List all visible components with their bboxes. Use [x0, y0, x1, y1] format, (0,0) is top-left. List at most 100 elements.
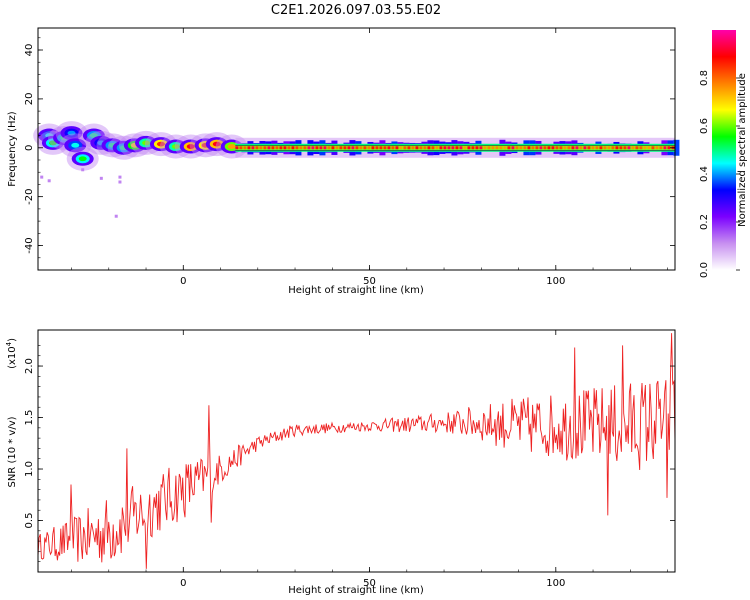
- spectrogram-panel: 0 50 100 -40 -20 0 20 40 Height of straight li…: [7, 27, 680, 296]
- spectral-ridge-core: [303, 146, 307, 150]
- spectral-ridge-core: [471, 146, 475, 150]
- spectral-ridge-core: [499, 146, 503, 150]
- spectral-ridge-core: [407, 146, 411, 150]
- spectral-ridge-core: [315, 146, 319, 150]
- colorbar-gradient: [712, 30, 736, 270]
- spectrogram-y-tick-label: 40: [24, 44, 35, 57]
- spectral-ridge-core: [559, 146, 563, 150]
- spectral-ridge-core: [523, 146, 527, 150]
- spectral-ridge-core: [363, 146, 367, 150]
- spectral-ridge-core: [419, 146, 423, 150]
- spectral-ridge-core: [275, 146, 279, 150]
- spectral-ridge-core: [455, 146, 459, 150]
- spectral-ridge-core: [483, 146, 487, 150]
- spectral-blob-core: [156, 141, 165, 147]
- spectral-ridge-core: [655, 146, 659, 150]
- spectral-ridge-core: [291, 146, 295, 150]
- snr-y-tick-label: 1.0: [24, 461, 35, 477]
- spectral-ridge-core: [239, 146, 243, 150]
- spectral-ridge-core: [375, 146, 379, 150]
- spectral-ridge-core: [467, 146, 471, 150]
- spectral-ridge-core: [431, 146, 435, 150]
- spectral-ridge-core: [255, 146, 259, 150]
- spectral-ridge-core: [247, 146, 251, 150]
- spectral-ridge-core: [307, 146, 311, 150]
- spectral-ridge-core: [555, 146, 559, 150]
- spectrogram-x-label: Height of straight line (km): [288, 285, 424, 296]
- spectral-ridge-core: [463, 146, 467, 150]
- spectral-ridge-core: [575, 146, 579, 150]
- spectral-ridge-core: [659, 146, 663, 150]
- colorbar-tick-label: 0.6: [699, 118, 710, 134]
- spectral-ridge-core: [443, 146, 447, 150]
- spectral-ridge-core: [547, 146, 551, 150]
- spectrogram-x-tick-label: 50: [363, 276, 376, 287]
- spectral-ridge-core: [283, 146, 287, 150]
- spectral-ridge-core: [395, 146, 399, 150]
- spectral-ridge-core: [327, 146, 331, 150]
- spectral-ridge-core: [627, 146, 631, 150]
- spectral-ridge-core: [623, 146, 627, 150]
- snr-frame: [37, 329, 676, 573]
- spectral-ridge-cell: [673, 139, 680, 156]
- colorbar: 0.0 0.2 0.4 0.6 0.8 Normalized spectral ampl…: [699, 30, 748, 278]
- spectrogram-y-tick-label: 20: [24, 93, 35, 106]
- spectral-ridge-core: [527, 146, 531, 150]
- spectral-blob-core: [186, 144, 195, 149]
- snr-series-line: [37, 333, 676, 569]
- snr-panel: 0 50 100 0.5 1.0 1.5 2.0 Height of straight l…: [5, 329, 676, 596]
- spectral-ridge-core: [323, 146, 327, 150]
- spectral-ridge-core: [631, 146, 635, 150]
- spectral-ridge-core: [299, 146, 303, 150]
- snr-y-ticks: 0.5 1.0 1.5 2.0: [24, 345, 675, 563]
- snr-x-tick-label: 100: [546, 578, 565, 589]
- spectral-blob-core: [227, 144, 236, 149]
- spectral-ridge-core: [367, 146, 371, 150]
- spectral-ridge-core: [335, 146, 339, 150]
- spectral-ridge-core: [235, 146, 239, 150]
- spectral-ridge-core: [415, 146, 419, 150]
- colorbar-tick-label: 0.0: [699, 262, 710, 278]
- spectral-ridge-core: [439, 146, 443, 150]
- spectral-ridge-core: [563, 146, 567, 150]
- snr-plot-area: [38, 330, 675, 572]
- spectrogram-y-ticks: -40 -20 0 20 40: [24, 37, 675, 271]
- spectral-ridge-core: [571, 146, 575, 150]
- spectral-ridge-core: [311, 146, 315, 150]
- spectrogram-y-label: Frequency (Hz): [7, 111, 18, 187]
- spectral-ridge-core: [271, 146, 275, 150]
- spectral-ridge-core: [615, 146, 619, 150]
- spectral-ridge-core: [479, 146, 483, 150]
- spectral-blob-core: [89, 133, 98, 138]
- spectrogram-x-ticks: 0 50 100: [71, 28, 668, 287]
- spectral-ridge-core: [511, 146, 515, 150]
- spectral-outlier: [99, 176, 103, 180]
- spectral-ridge-core: [331, 146, 335, 150]
- spectral-outlier: [81, 168, 85, 172]
- spectrogram-y-tick-label: -40: [24, 237, 35, 253]
- spectral-ridge-core: [391, 146, 395, 150]
- spectral-blob-core: [71, 142, 80, 148]
- spectrogram-heatmap: [33, 121, 680, 218]
- spectral-ridge-core: [411, 146, 415, 150]
- spectral-ridge-core: [491, 146, 495, 150]
- spectral-ridge-core: [651, 146, 655, 150]
- spectral-ridge-core: [495, 146, 499, 150]
- spectral-ridge-core: [379, 146, 383, 150]
- snr-y-tick-label: 1.5: [24, 410, 35, 426]
- snr-x-tick-label: 0: [180, 578, 186, 589]
- spectral-ridge-core: [607, 146, 611, 150]
- colorbar-tick-label: 0.2: [699, 214, 710, 230]
- spectral-ridge-core: [591, 146, 595, 150]
- spectral-ridge-core: [423, 146, 427, 150]
- spectral-ridge-core: [287, 146, 291, 150]
- spectral-ridge-core: [531, 146, 535, 150]
- spectral-ridge-core: [635, 146, 639, 150]
- spectral-ridge-core: [435, 146, 439, 150]
- spectral-outlier: [40, 175, 44, 179]
- snr-x-label: Height of straight line (km): [288, 585, 424, 596]
- spectral-ridge-core: [603, 146, 607, 150]
- spectral-ridge-core: [599, 146, 603, 150]
- colorbar-tick-label: 0.4: [699, 166, 710, 182]
- spectral-ridge-core: [503, 146, 507, 150]
